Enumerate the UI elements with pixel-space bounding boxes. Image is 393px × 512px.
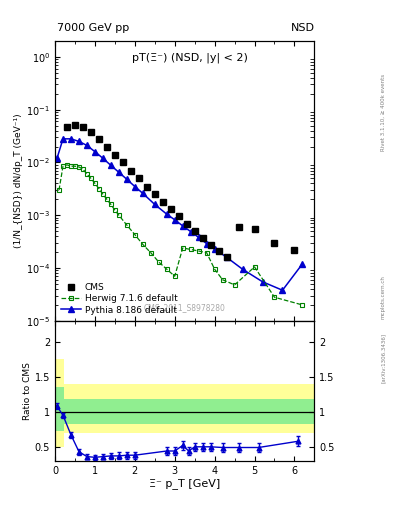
Pythia 8.186 default [140,190,145,197]
Pythia 8.186 default [61,136,65,142]
CMS [168,206,173,212]
Pythia 8.186 default [93,148,97,155]
CMS [88,129,93,135]
Herwig 7.1.6 default [116,212,121,218]
Herwig 7.1.6 default [149,250,153,256]
Pythia 8.186 default [300,261,305,267]
Legend: CMS, Herwig 7.1.6 default, Pythia 8.186 default: CMS, Herwig 7.1.6 default, Pythia 8.186 … [58,280,181,318]
Herwig 7.1.6 default [140,241,145,247]
Herwig 7.1.6 default [132,231,137,238]
Herwig 7.1.6 default [272,294,277,301]
Pythia 8.186 default [173,217,177,223]
Pythia 8.186 default [84,142,89,148]
Herwig 7.1.6 default [61,163,65,169]
CMS [145,183,149,189]
Line: Pythia 8.186 default: Pythia 8.186 default [54,136,305,293]
Pythia 8.186 default [125,176,129,182]
Pythia 8.186 default [132,183,137,189]
Herwig 7.1.6 default [204,250,209,256]
Herwig 7.1.6 default [77,164,81,170]
Pythia 8.186 default [212,246,217,252]
Pythia 8.186 default [260,279,265,285]
Pythia 8.186 default [116,169,121,176]
Herwig 7.1.6 default [105,196,109,202]
Text: mcplots.cern.ch: mcplots.cern.ch [381,275,386,319]
Herwig 7.1.6 default [220,276,225,283]
CMS [184,221,189,227]
Herwig 7.1.6 default [212,266,217,272]
Pythia 8.186 default [180,223,185,229]
CMS [292,247,297,253]
CMS [129,167,133,174]
CMS [64,124,69,131]
Pythia 8.186 default [204,241,209,247]
CMS [200,235,205,241]
Herwig 7.1.6 default [196,248,201,254]
Herwig 7.1.6 default [125,222,129,228]
CMS [224,254,229,260]
Herwig 7.1.6 default [88,175,93,181]
Pythia 8.186 default [280,287,285,293]
Herwig 7.1.6 default [252,264,257,270]
Pythia 8.186 default [164,211,169,217]
Pythia 8.186 default [240,266,245,272]
Herwig 7.1.6 default [232,282,237,288]
Y-axis label: Ratio to CMS: Ratio to CMS [23,362,32,420]
Herwig 7.1.6 default [73,163,77,169]
Pythia 8.186 default [77,138,81,144]
Herwig 7.1.6 default [173,273,177,280]
Pythia 8.186 default [152,201,157,207]
CMS [236,224,241,230]
Pythia 8.186 default [196,234,201,241]
Herwig 7.1.6 default [156,259,161,265]
Y-axis label: (1/N_{NSD}) dN/dp_T (GeV⁻¹): (1/N_{NSD}) dN/dp_T (GeV⁻¹) [14,114,23,248]
Text: 7000 GeV pp: 7000 GeV pp [57,23,129,33]
CMS [121,159,125,165]
CMS [176,214,181,220]
CMS [105,143,109,150]
X-axis label: Ξ⁻ p_T [GeV]: Ξ⁻ p_T [GeV] [149,478,220,489]
CMS [208,242,213,248]
Text: NSD: NSD [290,23,314,33]
Pythia 8.186 default [69,136,73,142]
Text: Rivet 3.1.10, ≥ 400k events: Rivet 3.1.10, ≥ 400k events [381,74,386,151]
Pythia 8.186 default [101,155,105,161]
Herwig 7.1.6 default [97,185,101,191]
CMS [152,191,157,197]
Herwig 7.1.6 default [57,187,61,193]
Text: [arXiv:1306.3436]: [arXiv:1306.3436] [381,333,386,383]
Herwig 7.1.6 default [188,246,193,252]
Herwig 7.1.6 default [101,191,105,197]
Herwig 7.1.6 default [112,207,117,213]
CMS [97,136,101,142]
CMS [216,248,221,254]
Herwig 7.1.6 default [84,171,89,177]
Herwig 7.1.6 default [180,245,185,251]
CMS [160,199,165,205]
CMS [81,124,85,131]
Herwig 7.1.6 default [93,180,97,186]
CMS [192,228,197,234]
Line: Herwig 7.1.6 default: Herwig 7.1.6 default [57,162,305,307]
CMS [73,121,77,127]
CMS [112,152,117,158]
Herwig 7.1.6 default [64,162,69,168]
Herwig 7.1.6 default [108,201,113,207]
CMS [136,175,141,181]
Herwig 7.1.6 default [164,266,169,272]
Herwig 7.1.6 default [81,166,85,172]
Herwig 7.1.6 default [300,302,305,308]
Herwig 7.1.6 default [69,163,73,169]
Text: pT(Ξ⁻) (NSD, |y| < 2): pT(Ξ⁻) (NSD, |y| < 2) [132,52,248,62]
Pythia 8.186 default [188,228,193,234]
Text: CMS_2011_S8978280: CMS_2011_S8978280 [144,304,226,312]
Pythia 8.186 default [224,254,229,260]
CMS [252,226,257,232]
CMS [272,240,277,246]
Line: CMS: CMS [64,121,298,261]
Pythia 8.186 default [108,162,113,168]
Pythia 8.186 default [55,155,59,161]
